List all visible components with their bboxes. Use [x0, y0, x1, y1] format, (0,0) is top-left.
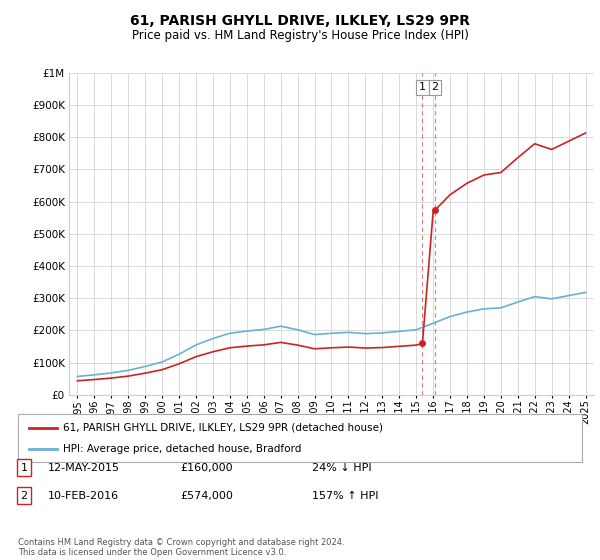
Text: 61, PARISH GHYLL DRIVE, ILKLEY, LS29 9PR: 61, PARISH GHYLL DRIVE, ILKLEY, LS29 9PR [130, 14, 470, 28]
Text: Price paid vs. HM Land Registry's House Price Index (HPI): Price paid vs. HM Land Registry's House … [131, 29, 469, 42]
Text: 2: 2 [20, 491, 28, 501]
Text: 1: 1 [20, 463, 28, 473]
Text: 10-FEB-2016: 10-FEB-2016 [48, 491, 119, 501]
Text: £574,000: £574,000 [180, 491, 233, 501]
Text: 12-MAY-2015: 12-MAY-2015 [48, 463, 120, 473]
Text: £160,000: £160,000 [180, 463, 233, 473]
Text: HPI: Average price, detached house, Bradford: HPI: Average price, detached house, Brad… [63, 444, 301, 454]
Text: 61, PARISH GHYLL DRIVE, ILKLEY, LS29 9PR (detached house): 61, PARISH GHYLL DRIVE, ILKLEY, LS29 9PR… [63, 423, 383, 433]
FancyBboxPatch shape [18, 414, 582, 462]
Text: 1: 1 [419, 82, 426, 92]
Text: 24% ↓ HPI: 24% ↓ HPI [312, 463, 371, 473]
Text: 2: 2 [431, 82, 439, 92]
Text: Contains HM Land Registry data © Crown copyright and database right 2024.
This d: Contains HM Land Registry data © Crown c… [18, 538, 344, 557]
Text: 157% ↑ HPI: 157% ↑ HPI [312, 491, 379, 501]
